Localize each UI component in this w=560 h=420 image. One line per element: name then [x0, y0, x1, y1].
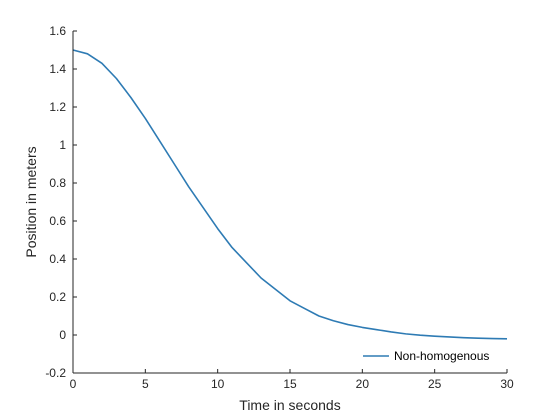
y-tick-label: 0.2 [49, 290, 66, 304]
legend-label-non-homogenous: Non-homogenous [394, 349, 489, 363]
y-tick-label: 1.6 [49, 24, 66, 38]
y-tick-label: 0.8 [49, 176, 66, 190]
y-tick-label: 1 [59, 138, 66, 152]
x-tick-label: 15 [283, 377, 297, 391]
axis-tick-labels: 0 5 10 15 20 25 30 -0.2 0 0.2 0.4 0.6 0.8 1 1.2 1.4 1.6 [45, 24, 514, 391]
y-tick-label: 1.2 [49, 100, 66, 114]
x-axis-label: Time in seconds [239, 397, 340, 413]
y-tick-label: -0.2 [45, 366, 66, 380]
y-tick-label: 0.4 [49, 252, 66, 266]
y-tick-label: 1.4 [49, 62, 66, 76]
x-tick-label: 30 [500, 377, 514, 391]
x-tick-label: 5 [142, 377, 149, 391]
y-tick-label: 0 [59, 328, 66, 342]
x-tick-label: 10 [211, 377, 225, 391]
y-axis-label: Position in meters [23, 146, 39, 257]
legend: Non-homogenous [363, 349, 489, 363]
x-tick-label: 0 [70, 377, 77, 391]
series-layer [72, 49, 508, 340]
series-line-non-homogenous [72, 49, 508, 340]
y-tick-label: 0.6 [49, 214, 66, 228]
x-tick-label: 20 [356, 377, 370, 391]
x-tick-label: 25 [428, 377, 442, 391]
